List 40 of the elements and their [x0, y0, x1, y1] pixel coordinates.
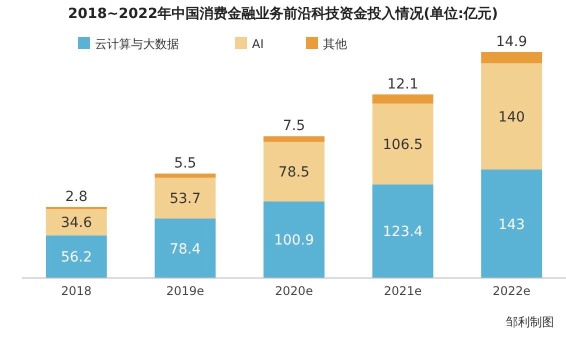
data-label: 2.8 [65, 188, 88, 205]
bar [264, 136, 324, 142]
bar [481, 52, 542, 64]
chart-title: 2018~2022年中国消费金融业务前沿科技资金投入情况(单位:亿元) [68, 6, 498, 22]
text: 邹利制图 [506, 315, 554, 329]
bar [372, 104, 434, 184]
data-label: 106.5 [382, 136, 423, 153]
bar [264, 142, 324, 202]
bar [46, 235, 107, 278]
data-label: 123.4 [382, 224, 423, 240]
data-label: 78.5 [278, 164, 310, 181]
x-tick-label: 2020e [275, 284, 313, 298]
data-label: 14.9 [496, 34, 528, 50]
bar [372, 184, 434, 278]
data-label: 5.5 [174, 156, 196, 172]
data-label: 34.6 [60, 215, 92, 232]
data-label: 53.7 [170, 191, 201, 208]
legend-label: 其他 [323, 37, 347, 51]
bar [481, 63, 542, 170]
x-tick-label: 2018 [61, 284, 92, 298]
data-label: 143 [498, 216, 525, 233]
data-label: 56.2 [60, 250, 92, 266]
legend-label: 云计算与大数据 [95, 37, 179, 51]
bar [46, 209, 107, 236]
data-label: 7.5 [282, 118, 306, 134]
data-label: 100.9 [274, 232, 314, 249]
data-label: 140 [498, 109, 525, 126]
bar [154, 174, 216, 178]
bar [372, 94, 434, 104]
bar [154, 178, 216, 219]
data-label: 78.4 [170, 241, 201, 258]
legend-label: AI [252, 37, 264, 51]
data-label: 12.1 [387, 76, 418, 92]
x-tick-label: 2021e [384, 284, 422, 298]
bar [481, 170, 542, 278]
x-tick-label: 2019e [166, 284, 204, 298]
bar [154, 218, 216, 278]
bar [46, 206, 107, 210]
x-tick-label: 2022e [492, 284, 531, 298]
bar [264, 201, 324, 278]
